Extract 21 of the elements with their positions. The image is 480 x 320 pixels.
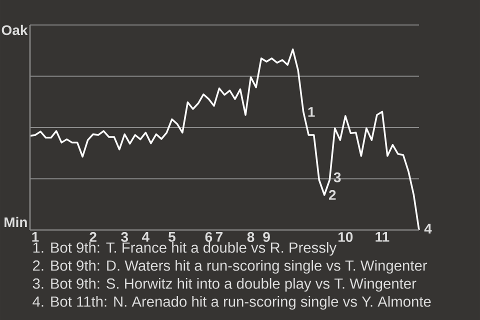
x-tick-label: 2 xyxy=(90,232,96,242)
annotation: 3 xyxy=(334,172,341,182)
x-tick-label: 3 xyxy=(121,232,128,242)
x-tick-label: 1 xyxy=(32,232,39,242)
text: 4 xyxy=(424,224,432,234)
x-tick-label: 6 xyxy=(205,232,212,242)
x-tick-label: 5 xyxy=(168,232,176,242)
x-tick-label: 9 xyxy=(263,232,270,242)
x-tick-label: 10 xyxy=(338,232,353,242)
text: Oak xyxy=(2,24,28,36)
text: 2. Bot 9th: D. Waters hit a run-scoring single vs T. Wingenter xyxy=(33,260,428,274)
text: Min xyxy=(4,216,27,228)
x-tick-label: 11 xyxy=(376,232,390,242)
text: 4. Bot 11th: N. Arenado hit a run-scoring single vs Y. Almonte xyxy=(32,296,431,310)
annotation: 2 xyxy=(328,190,336,200)
x-tick-label: 8 xyxy=(247,232,254,242)
text: 3. Bot 9th: S. Horwitz hit into a double play vs T. Wingenter xyxy=(32,278,416,292)
text: 1. Bot 9th: T. France hit a double vs R. Pressly xyxy=(33,242,337,256)
x-tick-label: 4 xyxy=(142,232,150,242)
annotation: 1 xyxy=(308,107,315,117)
x-tick-label: 7 xyxy=(216,232,223,242)
